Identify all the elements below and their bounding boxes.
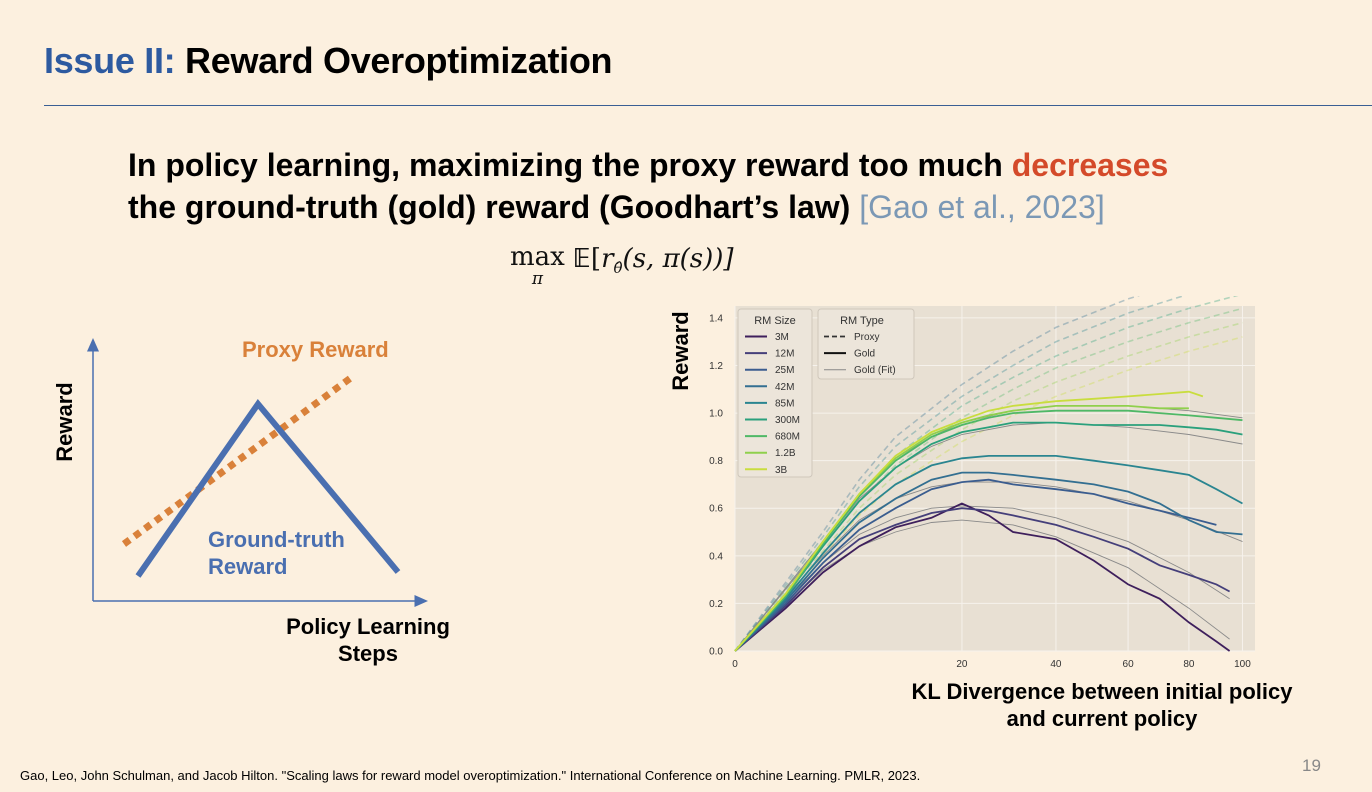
x-tick-label: 40 xyxy=(1050,659,1062,670)
schematic-x-label-line1: Policy Learning xyxy=(286,614,450,639)
legend-size-entry: 680M xyxy=(775,432,800,443)
gold-series-line xyxy=(734,421,1243,652)
x-tick-label: 80 xyxy=(1183,659,1195,670)
footer-citation: Gao, Leo, John Schulman, and Jacob Hilto… xyxy=(20,768,921,783)
legend-size-box xyxy=(737,308,813,478)
chart-x-label: KL Divergence between initial policy and… xyxy=(911,679,1293,731)
gold-fit-series-line xyxy=(734,505,1230,652)
formula-theta: θ̂ xyxy=(613,259,623,278)
proxy-series-line xyxy=(734,336,1243,652)
legend-size-entry: 3M xyxy=(775,332,789,343)
gold-series-line xyxy=(734,478,1217,652)
y-tick-label: 0.8 xyxy=(709,456,723,467)
formula-max: max π xyxy=(510,242,565,289)
legend-size-title: RM Size xyxy=(754,315,796,327)
gold-series-line xyxy=(734,471,1243,652)
proxy-series-line xyxy=(734,321,1243,652)
title-main: Reward Overoptimization xyxy=(175,40,613,81)
legend-size-entry: 3B xyxy=(775,465,788,476)
formula-bracket: [ xyxy=(590,244,602,274)
chart-y-label: Reward xyxy=(668,311,693,390)
schematic-gold-label-line2: Reward xyxy=(208,554,287,579)
formula-args: (s, π(s))] xyxy=(622,244,734,274)
legend-size-entry: 1.2B xyxy=(775,448,796,459)
legend-size-entry: 12M xyxy=(775,349,794,360)
schematic-gold-line xyxy=(135,399,401,578)
x-tick-label: 100 xyxy=(1234,659,1251,670)
gold-series-line xyxy=(734,507,1231,652)
headline: In policy learning, maximizing the proxy… xyxy=(128,144,1358,228)
schematic-proxy-label: Proxy Reward xyxy=(242,337,389,362)
legend-size-entry: 42M xyxy=(775,382,794,393)
formula-expectation: 𝔼 xyxy=(573,244,591,274)
plot-background xyxy=(735,306,1255,651)
title-prefix: Issue II: xyxy=(44,40,176,81)
gold-series-line xyxy=(734,455,1243,652)
gold-series-line xyxy=(734,390,1204,652)
page-number: 19 xyxy=(1302,756,1321,775)
headline-highlight: decreases xyxy=(1011,147,1169,183)
headline-citation[interactable]: [Gao et al., 2023] xyxy=(859,189,1105,225)
legend-type-entry: Gold (Fit) xyxy=(854,365,896,376)
legend-type-title: RM Type xyxy=(840,315,884,327)
schematic-diagram: Reward Policy Learning Steps Proxy Rewar… xyxy=(52,337,450,666)
legend-type-entry: Proxy xyxy=(854,332,880,343)
gold-series-line xyxy=(734,502,1231,652)
schematic-proxy-line xyxy=(121,374,355,547)
legend-size-entry: 85M xyxy=(775,398,794,409)
y-tick-label: 1.0 xyxy=(709,409,723,420)
proxy-series-line xyxy=(734,279,1243,652)
gold-fit-series-line xyxy=(734,422,1243,652)
x-tick-label: 60 xyxy=(1123,659,1135,670)
schematic-y-label: Reward xyxy=(52,382,77,461)
gold-series-line xyxy=(734,409,1243,652)
y-tick-label: 0.6 xyxy=(709,504,723,515)
reward-chart: 0.0 0.2 0.4 0.6 0.8 1.0 1.2 1.4 0 20 40 60 80 100 Rewa… xyxy=(660,264,1270,681)
reward-chart-svg: 0.0 0.2 0.4 0.6 0.8 1.0 1.2 1.4 0 20 40 60 80 100 Rewa… xyxy=(668,264,1255,670)
schematic-gold-label-line1: Ground-truth xyxy=(208,527,345,552)
formula-r: r xyxy=(601,244,614,274)
legend-type-box xyxy=(817,308,915,380)
title-divider xyxy=(44,105,1372,106)
y-tick-label: 1.2 xyxy=(709,361,723,372)
objective-formula: max π 𝔼[rθ̂(s, π(s))] xyxy=(510,244,734,288)
legend-size-entry: 25M xyxy=(775,365,794,376)
legend-size-entry: 300M xyxy=(775,415,800,426)
y-tick-label: 0.0 xyxy=(709,647,723,658)
x-tick-label: 20 xyxy=(956,659,968,670)
legend-type-entry: Gold xyxy=(854,349,875,360)
x-tick-label: 0 xyxy=(732,659,738,670)
slide-title: Issue II: Reward Overoptimization xyxy=(44,40,613,82)
y-tick-label: 0.2 xyxy=(709,599,723,610)
y-tick-label: 0.4 xyxy=(709,551,723,562)
schematic-x-label-line2: Steps xyxy=(338,641,398,666)
headline-part1: In policy learning, maximizing the proxy… xyxy=(128,147,1012,183)
headline-part2: the ground-truth (gold) reward (Goodhart… xyxy=(128,189,860,225)
y-tick-label: 1.4 xyxy=(709,313,723,324)
